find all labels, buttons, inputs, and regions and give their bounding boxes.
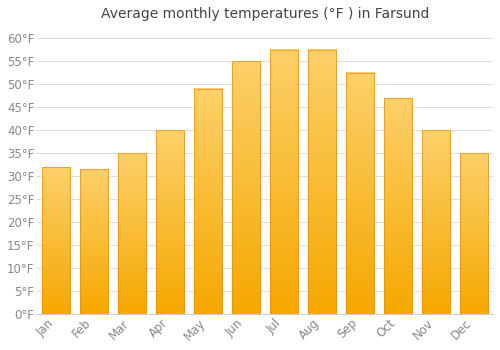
Bar	[232, 61, 260, 314]
Bar	[156, 130, 184, 314]
Bar	[384, 98, 412, 314]
Title: Average monthly temperatures (°F ) in Farsund: Average monthly temperatures (°F ) in Fa…	[101, 7, 430, 21]
Bar	[460, 153, 488, 314]
Bar	[118, 153, 146, 314]
Bar	[194, 89, 222, 314]
Bar	[346, 73, 374, 314]
Bar	[80, 169, 108, 314]
Bar	[42, 167, 70, 314]
Bar	[270, 50, 298, 314]
Bar	[308, 50, 336, 314]
Bar	[422, 130, 450, 314]
